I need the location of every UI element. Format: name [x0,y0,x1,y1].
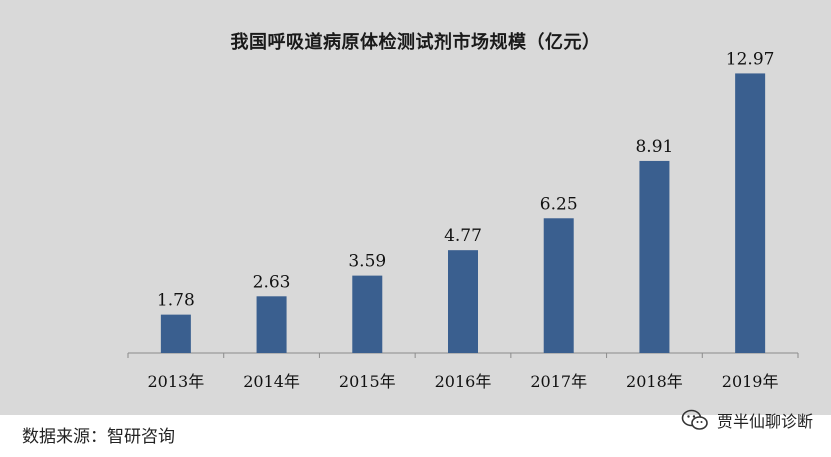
x-tick-label: 2013年 [147,372,204,391]
data-label: 6.25 [540,194,578,214]
data-label: 4.77 [444,226,482,246]
data-label: 1.78 [157,291,195,311]
chart-title: 我国呼吸道病原体检测试剂市场规模（亿元） [230,32,601,53]
bar-2019年 [735,73,766,354]
x-tick-label: 2017年 [530,372,587,391]
x-tick-label: 2014年 [243,372,300,391]
data-label: 8.91 [635,137,673,157]
bar-2014年 [256,296,287,353]
bar-chart: 1.78 2013年 2.63 2014年 3.59 2015年 4.77 2016年 6.25… [127,49,799,391]
data-source-note: 数据来源：智研咨询 [22,427,175,447]
data-label: 3.59 [348,252,386,272]
bar-2013年 [160,314,191,353]
bar-2015年 [352,275,383,353]
bar-2016年 [448,250,478,353]
wechat-icon [681,409,708,430]
wechat-watermark: 贾半仙聊诊断 [681,408,813,432]
data-label: 12.97 [726,49,775,69]
x-tick-label: 2019年 [722,372,779,391]
bar-2018年 [639,160,670,353]
data-label: 2.63 [253,272,291,292]
x-tick-label: 2018年 [626,372,683,391]
chart-panel: 1.78 2013年 2.63 2014年 3.59 2015年 4.77 2016年 6.25… [0,0,831,415]
x-tick-label: 2016年 [435,372,492,391]
x-tick-label: 2015年 [339,372,396,391]
watermark-text: 贾半仙聊诊断 [716,412,813,431]
bar-2017年 [543,218,574,353]
